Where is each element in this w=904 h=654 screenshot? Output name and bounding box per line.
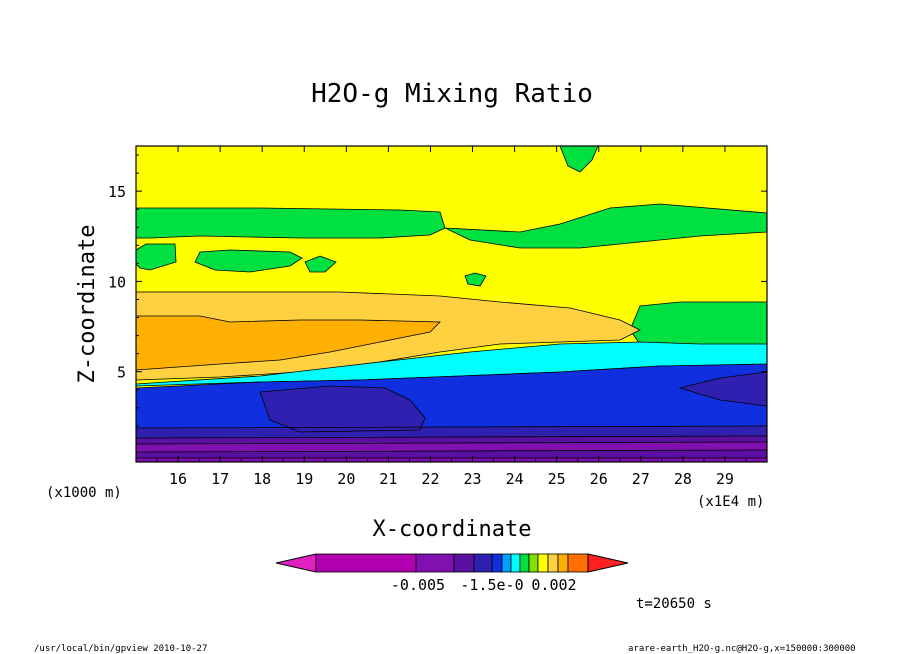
x-tick-label: 25 bbox=[548, 470, 566, 488]
colorbar bbox=[275, 553, 629, 573]
x-tick-label: 29 bbox=[716, 470, 734, 488]
x-unit-label: (x1000 m) bbox=[46, 485, 122, 501]
colorbar-labels: -0.005 -1.5e-0 0.002 bbox=[391, 576, 577, 594]
contour-field bbox=[136, 146, 767, 462]
colorbar-swatch bbox=[528, 553, 539, 573]
chart-title: H2O-g Mixing Ratio bbox=[311, 79, 593, 109]
x-tick-label: 18 bbox=[253, 470, 271, 488]
contour-band-green-top bbox=[136, 203, 767, 249]
contour-band-green-mid bbox=[136, 243, 487, 287]
x-tick-marks bbox=[156, 146, 747, 462]
x-tick-label: 24 bbox=[506, 470, 524, 488]
y-tick-label: 5 bbox=[117, 364, 126, 382]
contour-band-green-right bbox=[629, 301, 767, 347]
colorbar-swatch bbox=[510, 553, 521, 573]
x-tick-label: 23 bbox=[464, 470, 482, 488]
y-tick-marks bbox=[136, 154, 767, 445]
colorbar-swatch bbox=[537, 553, 549, 573]
colorbar-swatch bbox=[567, 553, 589, 573]
y-tick-label: 15 bbox=[108, 183, 126, 201]
colorbar-label: -0.005 bbox=[391, 576, 445, 594]
x-tick-label: 27 bbox=[632, 470, 650, 488]
colorbar-label: -1.5e-0 bbox=[460, 576, 523, 594]
x-tick-labels: 16 17 18 19 20 21 22 23 24 25 26 27 28 29 bbox=[169, 470, 734, 488]
colorbar-swatch bbox=[473, 553, 493, 573]
x-tick-label: 17 bbox=[211, 470, 229, 488]
y-axis-label: Z-coordinate bbox=[75, 225, 100, 384]
contour-band-dark-blue bbox=[136, 371, 767, 441]
x-tick-label: 28 bbox=[674, 470, 692, 488]
colorbar-swatch bbox=[315, 553, 417, 573]
colorbar-swatch bbox=[519, 553, 530, 573]
colorbar-swatch bbox=[557, 553, 569, 573]
contour-band-dark-purple bbox=[136, 449, 767, 459]
time-label: t=20650 s bbox=[636, 596, 712, 612]
x-tick-label: 26 bbox=[590, 470, 608, 488]
x-tick-label: 20 bbox=[337, 470, 355, 488]
x-tick-label: 16 bbox=[169, 470, 187, 488]
colorbar-label: 0.002 bbox=[531, 576, 576, 594]
x-tick-label: 22 bbox=[421, 470, 439, 488]
x-tick-label: 21 bbox=[379, 470, 397, 488]
y-tick-labels: 5 10 15 bbox=[108, 183, 126, 382]
colorbar-swatch bbox=[547, 553, 559, 573]
x-scale-note: (x1E4 m) bbox=[697, 494, 764, 510]
contour-band-orange bbox=[136, 315, 441, 371]
footer-right: arare-earth_H2O-g.nc@H2O-g,x=150000:3000… bbox=[628, 644, 856, 654]
colorbar-right-arrow bbox=[587, 553, 629, 573]
plot-frame bbox=[135, 145, 768, 463]
colorbar-swatch bbox=[501, 553, 512, 573]
colorbar-swatch bbox=[491, 553, 503, 573]
colorbar-swatch bbox=[453, 553, 475, 573]
x-tick-label: 19 bbox=[295, 470, 313, 488]
x-axis-label: X-coordinate bbox=[373, 517, 532, 542]
footer-left: /usr/local/bin/gpview 2010-10-27 bbox=[34, 644, 207, 654]
colorbar-left-arrow bbox=[275, 553, 317, 573]
colorbar-swatch bbox=[415, 553, 455, 573]
y-tick-label: 10 bbox=[108, 273, 126, 291]
contour-band-green-top-cap bbox=[559, 146, 599, 173]
